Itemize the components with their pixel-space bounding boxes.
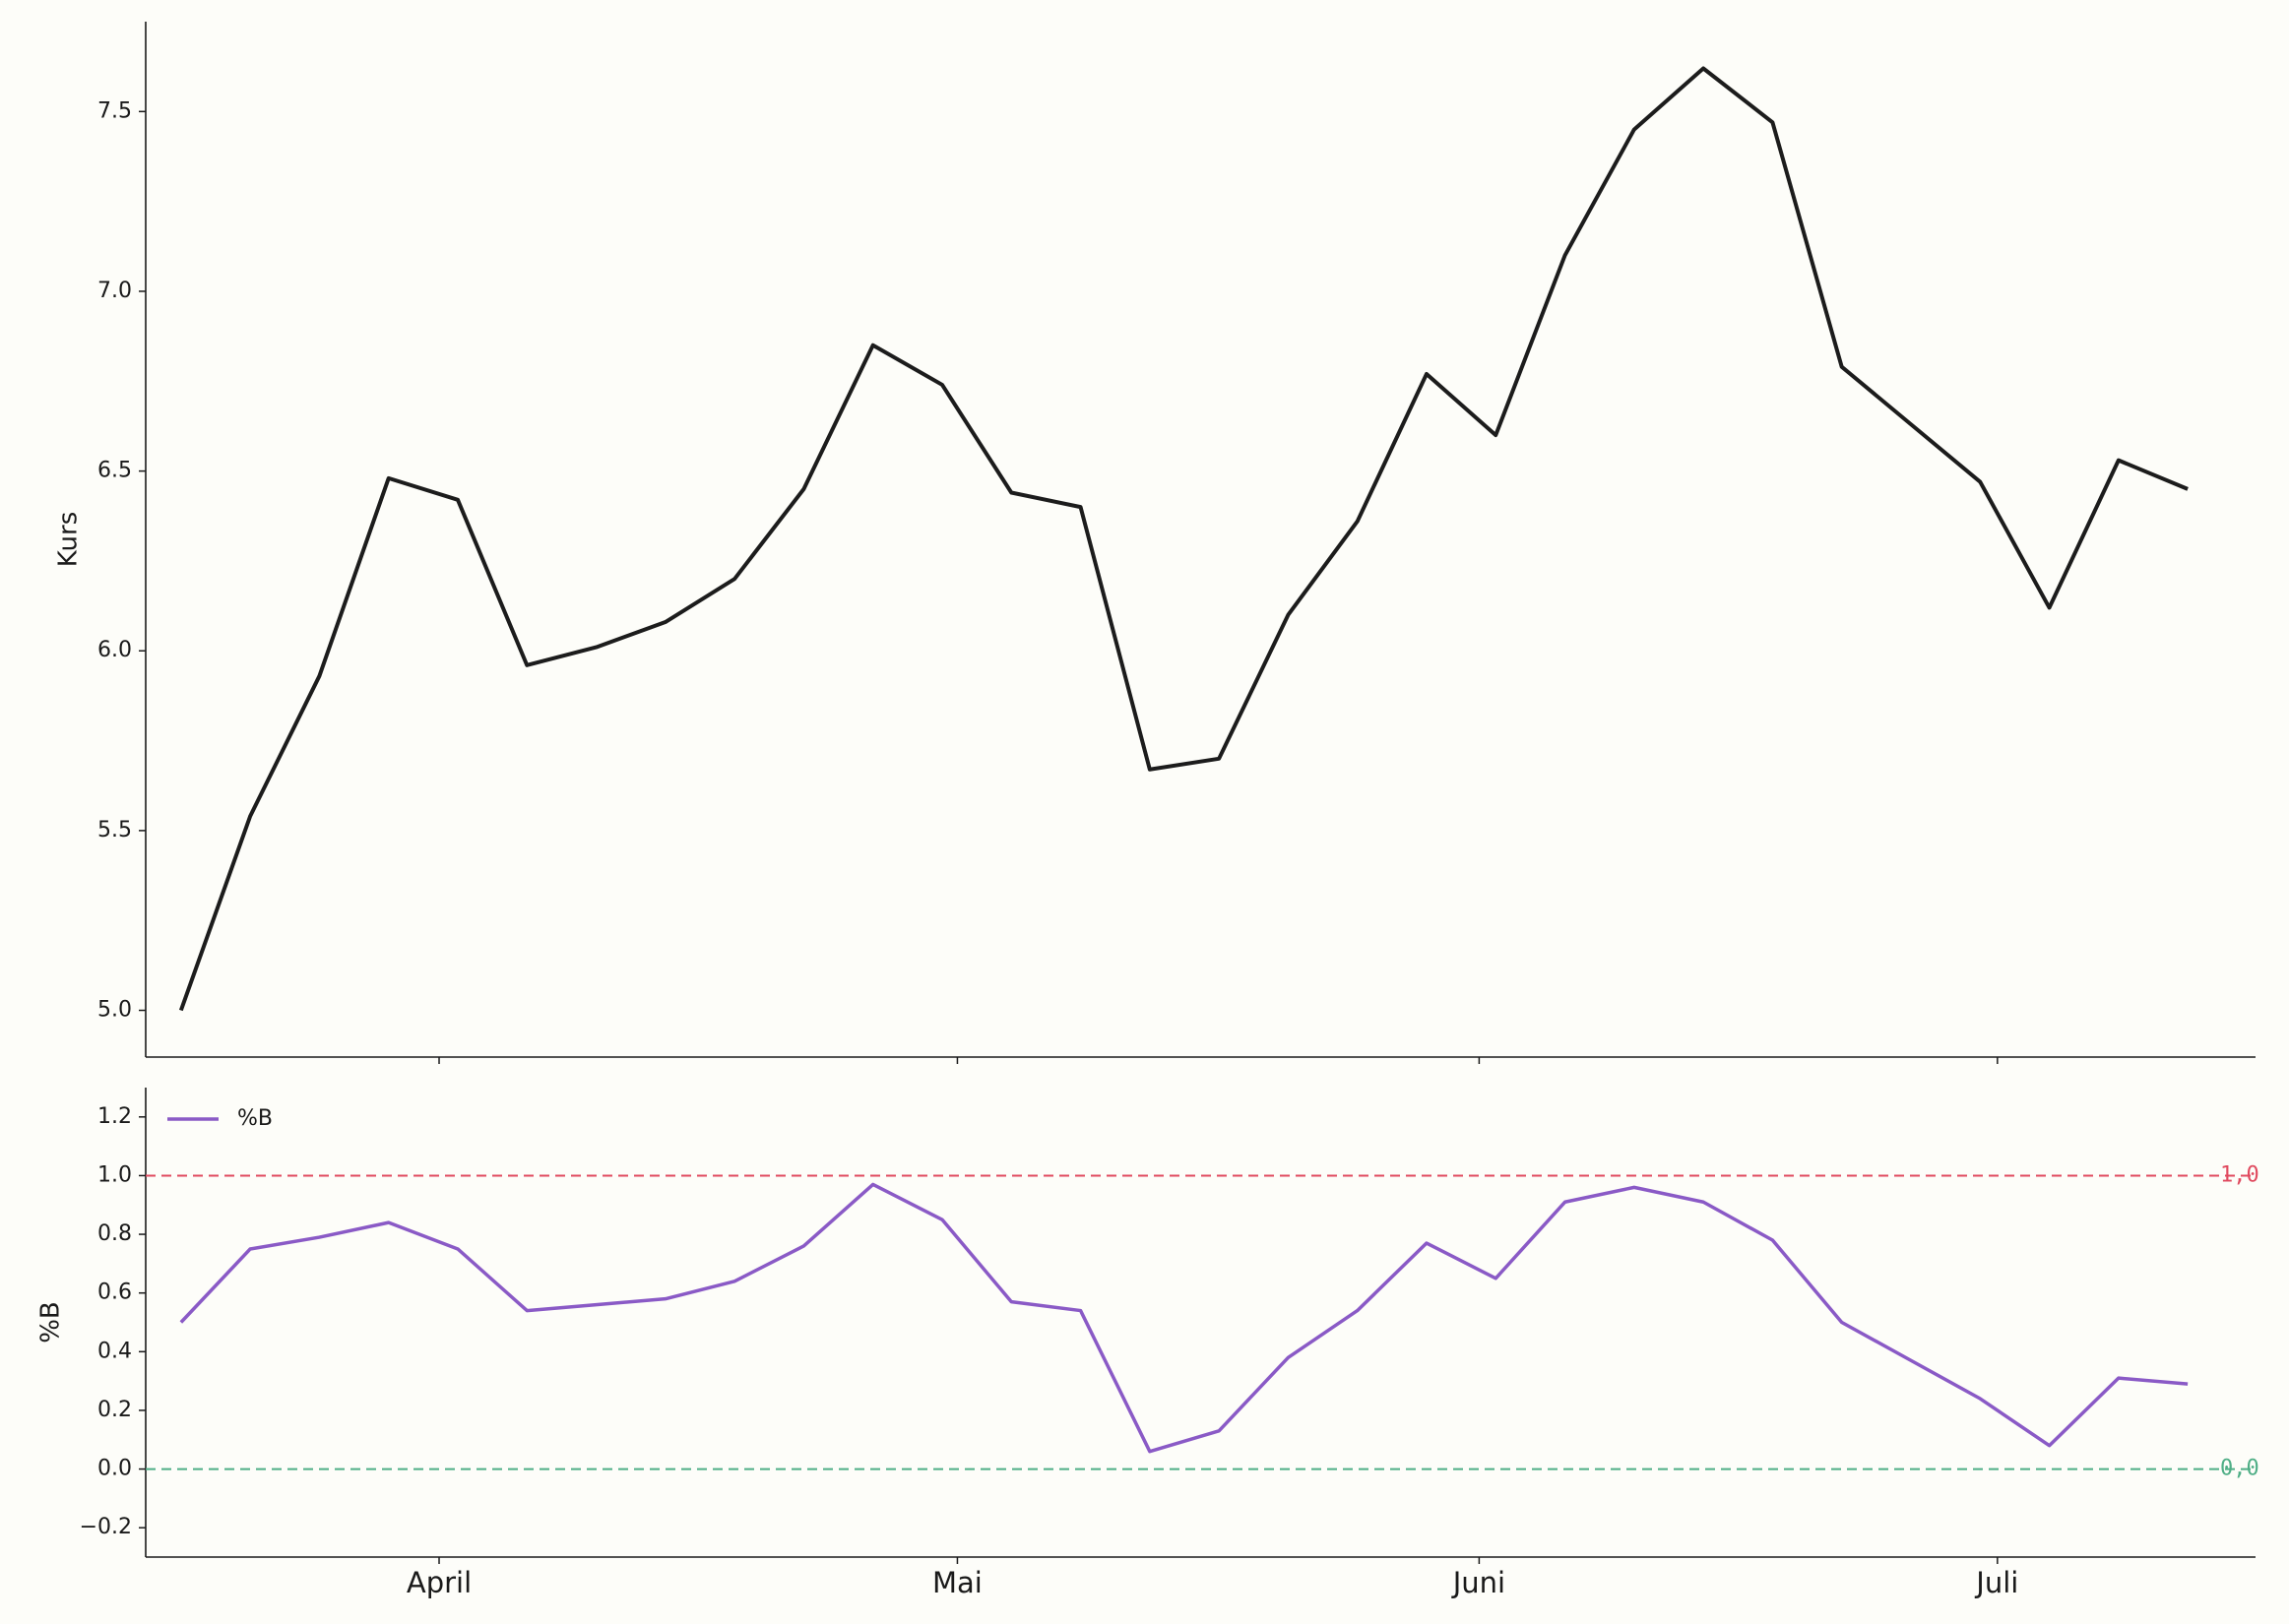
reference-label: 0,0 [2220,1457,2259,1481]
y-axis-label: %B [36,1301,66,1343]
reference-label: 1,0 [2220,1162,2259,1187]
x-tick-label: Juli [1974,1566,2018,1599]
x-tick-label: Mai [932,1566,983,1599]
y-tick-label: 6.0 [97,638,132,662]
y-tick-label: 7.5 [97,98,132,123]
y-tick-label: 1.0 [97,1162,132,1187]
x-tick-label: April [407,1566,472,1599]
y-tick-label: 6.5 [97,459,132,483]
y-axis-label: Kurs [54,512,84,567]
y-tick-label: 0.2 [97,1398,132,1422]
legend-label: %B [237,1106,273,1131]
x-tick-label: Juni [1451,1566,1505,1599]
y-tick-label: −0.2 [80,1515,132,1539]
y-tick-label: 5.0 [97,998,132,1023]
line [179,1182,2189,1454]
y-tick-label: 1.2 [97,1104,132,1129]
y-tick-label: 0.6 [97,1280,132,1305]
y-tick-label: 0.4 [97,1339,132,1363]
line [178,66,2189,1012]
y-tick-label: 7.0 [97,279,132,303]
y-tick-label: 0.0 [97,1457,132,1481]
y-tick-label: 0.8 [97,1221,132,1246]
y-tick-label: 5.5 [97,818,132,843]
